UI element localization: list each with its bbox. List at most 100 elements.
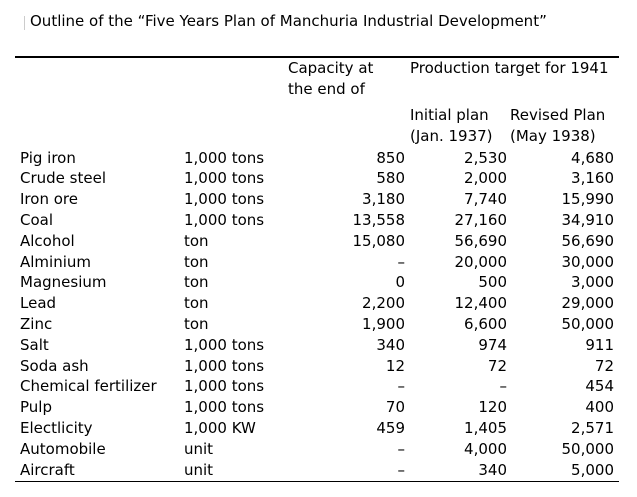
table-row: Lead ton 2,200 12,400 29,000 xyxy=(0,293,637,314)
table-row: Alcohol ton 15,080 56,690 56,690 xyxy=(0,231,637,252)
initial-plan-line2: (Jan. 1937) xyxy=(410,127,493,145)
item-name: Salt xyxy=(20,335,49,354)
initial-plan-cell: 340 xyxy=(478,460,507,479)
capacity-header: Capacity at the end of xyxy=(288,58,373,100)
table-row: Iron ore 1,000 tons 3,180 7,740 15,990 xyxy=(0,189,637,210)
item-name: Zinc xyxy=(20,314,53,333)
capacity-cell: – xyxy=(397,460,406,479)
capacity-cell: – xyxy=(397,377,406,396)
table-row: Pig iron 1,000 tons 850 2,530 4,680 xyxy=(0,148,637,169)
capacity-cell: – xyxy=(397,439,406,458)
table-row: Electlicity 1,000 KW 459 1,405 2,571 xyxy=(0,418,637,439)
initial-plan-cell: 56,690 xyxy=(454,231,508,250)
unit-cell: 1,000 KW xyxy=(184,418,256,437)
initial-plan-cell: 4,000 xyxy=(464,439,507,458)
item-name: Aircraft xyxy=(20,460,75,479)
item-name: Pig iron xyxy=(20,148,76,167)
unit-cell: ton xyxy=(184,231,209,250)
initial-plan-cell: 27,160 xyxy=(454,210,508,229)
unit-cell: 1,000 tons xyxy=(184,148,265,167)
revised-plan-cell: 3,000 xyxy=(571,273,614,292)
item-name: Iron ore xyxy=(20,190,78,209)
initial-plan-cell: 2,000 xyxy=(464,169,507,188)
revised-plan-cell: 3,160 xyxy=(571,169,614,188)
initial-plan-cell: 20,000 xyxy=(454,252,508,271)
initial-plan-cell: 6,600 xyxy=(464,314,507,333)
table-top-rule xyxy=(15,56,619,58)
initial-plan-cell: 500 xyxy=(478,273,507,292)
capacity-header-line1: Capacity at xyxy=(288,59,374,77)
revised-plan-cell: 4,680 xyxy=(571,148,614,167)
item-name: Alminium xyxy=(20,252,92,271)
revised-plan-line2: (May 1938) xyxy=(510,127,596,145)
table-row: Crude steel 1,000 tons 580 2,000 3,160 xyxy=(0,168,637,189)
initial-plan-cell: 120 xyxy=(478,398,507,417)
initial-plan-header: Initial plan (Jan. 1937) xyxy=(410,105,493,147)
item-name: Chemical fertilizer xyxy=(20,377,157,396)
revised-plan-cell: 72 xyxy=(594,356,614,375)
unit-cell: 1,000 tons xyxy=(184,190,265,209)
document-title: Outline of the “Five Years Plan of Manch… xyxy=(30,12,547,30)
capacity-cell: 2,200 xyxy=(362,294,405,313)
table-row: Chemical fertilizer 1,000 tons – – 454 xyxy=(0,376,637,397)
capacity-cell: 70 xyxy=(385,398,405,417)
unit-cell: 1,000 tons xyxy=(184,377,265,396)
unit-cell: ton xyxy=(184,273,209,292)
revised-plan-header: Revised Plan (May 1938) xyxy=(510,105,605,147)
initial-plan-cell: 974 xyxy=(478,335,507,354)
revised-plan-cell: 34,910 xyxy=(561,210,615,229)
capacity-cell: – xyxy=(397,252,406,271)
table-bottom-rule xyxy=(15,481,619,482)
revised-plan-cell: 2,571 xyxy=(571,418,614,437)
item-name: Alcohol xyxy=(20,231,75,250)
production-target-header: Production target for 1941 xyxy=(410,59,609,77)
initial-plan-cell: 72 xyxy=(487,356,507,375)
table-row: Alminium ton – 20,000 30,000 xyxy=(0,252,637,273)
unit-cell: 1,000 tons xyxy=(184,356,265,375)
unit-cell: 1,000 tons xyxy=(184,210,265,229)
initial-plan-cell: 7,740 xyxy=(464,190,507,209)
unit-cell: ton xyxy=(184,314,209,333)
revised-plan-cell: 50,000 xyxy=(561,314,615,333)
unit-cell: ton xyxy=(184,252,209,271)
item-name: Crude steel xyxy=(20,169,106,188)
item-name: Pulp xyxy=(20,398,52,417)
unit-cell: 1,000 tons xyxy=(184,398,265,417)
table-row: Zinc ton 1,900 6,600 50,000 xyxy=(0,314,637,335)
capacity-cell: 340 xyxy=(376,335,405,354)
unit-cell: ton xyxy=(184,294,209,313)
item-name: Magnesium xyxy=(20,273,107,292)
capacity-cell: 3,180 xyxy=(362,190,405,209)
unit-cell: unit xyxy=(184,439,214,458)
capacity-cell: 1,900 xyxy=(362,314,405,333)
revised-plan-cell: 56,690 xyxy=(561,231,615,250)
initial-plan-line1: Initial plan xyxy=(410,106,489,124)
item-name: Electlicity xyxy=(20,418,93,437)
item-name: Soda ash xyxy=(20,356,89,375)
item-name: Automobile xyxy=(20,439,106,458)
unit-cell: 1,000 tons xyxy=(184,169,265,188)
initial-plan-cell: – xyxy=(499,377,508,396)
item-name: Lead xyxy=(20,294,57,313)
revised-plan-cell: 29,000 xyxy=(561,294,615,313)
revised-plan-cell: 30,000 xyxy=(561,252,615,271)
table-row: Coal 1,000 tons 13,558 27,160 34,910 xyxy=(0,210,637,231)
capacity-cell: 15,080 xyxy=(352,231,406,250)
table-row: Salt 1,000 tons 340 974 911 xyxy=(0,335,637,356)
capacity-cell: 13,558 xyxy=(352,210,406,229)
capacity-cell: 0 xyxy=(395,273,405,292)
initial-plan-cell: 12,400 xyxy=(454,294,508,313)
revised-plan-cell: 454 xyxy=(585,377,614,396)
revised-plan-cell: 15,990 xyxy=(561,190,615,209)
table-row: Magnesium ton 0 500 3,000 xyxy=(0,272,637,293)
capacity-cell: 850 xyxy=(376,148,405,167)
capacity-cell: 580 xyxy=(376,169,405,188)
revised-plan-cell: 50,000 xyxy=(561,439,615,458)
item-name: Coal xyxy=(20,210,54,229)
revised-plan-cell: 5,000 xyxy=(571,460,614,479)
initial-plan-cell: 2,530 xyxy=(464,148,507,167)
table-row: Aircraft unit – 340 5,000 xyxy=(0,460,637,481)
initial-plan-cell: 1,405 xyxy=(464,418,507,437)
table-row: Automobile unit – 4,000 50,000 xyxy=(0,439,637,460)
capacity-cell: 12 xyxy=(385,356,405,375)
